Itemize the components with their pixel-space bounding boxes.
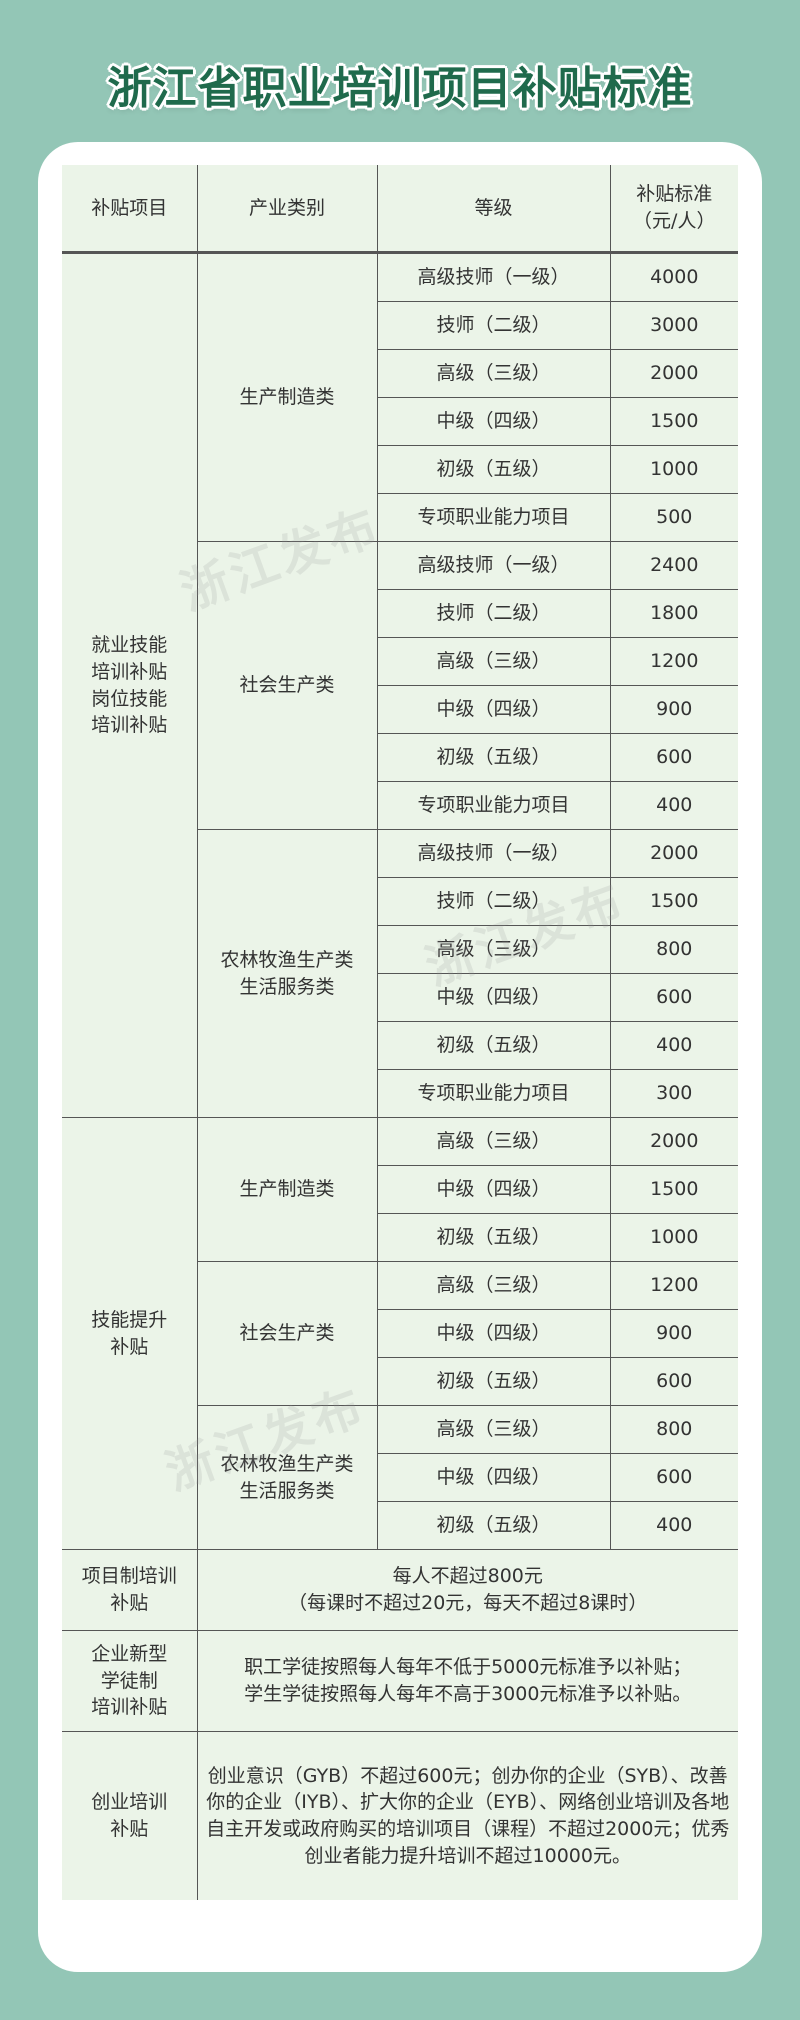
grade-cell: 中级（四级） — [376, 1453, 611, 1502]
category-cell: 社会生产类 — [196, 1261, 378, 1406]
grade-cell: 专项职业能力项目 — [376, 1069, 611, 1118]
table-row: 就业技能 培训补贴 岗位技能 培训补贴 生产制造类 高级技师（一级） 4000 — [62, 252, 738, 1118]
grade-cell: 高级（三级） — [376, 1261, 611, 1310]
grade-cell: 技师（二级） — [376, 589, 611, 638]
amount-cell: 2000 — [609, 1117, 738, 1166]
table-row: 高级（三级） 1200 — [62, 637, 738, 686]
table-row: 中级（四级） 600 — [62, 973, 738, 1022]
grade-cell: 专项职业能力项目 — [376, 493, 611, 542]
grade-cell: 高级（三级） — [376, 1405, 611, 1454]
amount-cell: 2400 — [609, 541, 738, 590]
table-row: 初级（五级） 600 — [62, 1357, 738, 1406]
amount-cell: 2000 — [609, 349, 738, 398]
table-row: 中级（四级） 1500 — [62, 1165, 738, 1214]
amount-cell: 600 — [609, 733, 738, 782]
category-cell: 社会生产类 — [196, 541, 378, 830]
category-cell: 农林牧渔生产类 生活服务类 — [196, 829, 378, 1118]
amount-cell: 800 — [609, 925, 738, 974]
page-title: 浙江省职业培训项目补贴标准 — [107, 63, 693, 114]
category-cell: 生产制造类 — [196, 1117, 378, 1262]
amount-cell: 3000 — [609, 301, 738, 350]
amount-cell: 900 — [609, 685, 738, 734]
amount-cell: 1200 — [609, 637, 738, 686]
grade-cell: 中级（四级） — [376, 397, 611, 446]
amount-cell: 1200 — [609, 1261, 738, 1310]
grade-cell: 初级（五级） — [376, 445, 611, 494]
grade-cell: 初级（五级） — [376, 1357, 611, 1406]
grade-cell: 高级（三级） — [376, 1117, 611, 1166]
table-row: 中级（四级） 1500 — [62, 397, 738, 446]
amount-cell: 1000 — [609, 1213, 738, 1262]
header-item: 补贴项目 — [62, 165, 198, 254]
amount-cell: 800 — [609, 1405, 738, 1454]
amount-cell: 1800 — [609, 589, 738, 638]
table-row: 项目制培训 补贴 每人不超过800元 （每课时不超过20元，每天不超过8课时） — [62, 1549, 738, 1631]
table-row: 初级（五级） 400 — [62, 1021, 738, 1070]
table-row: 专项职业能力项目 300 — [62, 1069, 738, 1118]
grade-cell: 初级（五级） — [376, 1213, 611, 1262]
subsidy-table: 补贴项目 产业类别 等级 补贴标准 （元/人） 就业技能 培训补贴 岗位技能 培… — [62, 165, 738, 1900]
grade-cell: 高级技师（一级） — [376, 252, 611, 302]
grade-cell: 中级（四级） — [376, 973, 611, 1022]
amount-cell: 1500 — [609, 877, 738, 926]
amount-cell: 1000 — [609, 445, 738, 494]
amount-cell: 4000 — [609, 252, 738, 302]
header-grade: 等级 — [376, 165, 611, 254]
table-row: 企业新型 学徒制 培训补贴 职工学徒按照每人每年不低于5000元标准予以补贴； 学… — [62, 1630, 738, 1732]
amount-cell: 600 — [609, 1357, 738, 1406]
table-row: 创业培训 补贴 创业意识（GYB）不超过600元；创办你的企业（SYB）、改善你的… — [62, 1731, 738, 1900]
grade-cell: 中级（四级） — [376, 685, 611, 734]
grade-cell: 高级（三级） — [376, 349, 611, 398]
table-row: 初级（五级） 1000 — [62, 1213, 738, 1262]
category-cell: 生产制造类 — [196, 252, 378, 542]
subsidy-item-cell: 创业培训 补贴 — [62, 1731, 198, 1900]
amount-cell: 500 — [609, 493, 738, 542]
grade-cell: 技师（二级） — [376, 877, 611, 926]
grade-cell: 初级（五级） — [376, 733, 611, 782]
subsidy-description-cell: 创业意识（GYB）不超过600元；创办你的企业（SYB）、改善你的企业（IYB）… — [196, 1731, 738, 1900]
subsidy-item-cell: 项目制培训 补贴 — [62, 1549, 198, 1631]
table-row: 中级（四级） 900 — [62, 1309, 738, 1358]
table-row: 初级（五级） 400 — [62, 1501, 738, 1550]
table-row: 高级（三级） 2000 — [62, 349, 738, 398]
table-header-row: 补贴项目 产业类别 等级 补贴标准 （元/人） — [62, 165, 738, 254]
amount-cell: 1500 — [609, 397, 738, 446]
grade-cell: 高级（三级） — [376, 925, 611, 974]
subsidy-item-cell: 企业新型 学徒制 培训补贴 — [62, 1630, 198, 1732]
amount-cell: 600 — [609, 1453, 738, 1502]
grade-cell: 技师（二级） — [376, 301, 611, 350]
table-row: 初级（五级） 600 — [62, 733, 738, 782]
grade-cell: 中级（四级） — [376, 1165, 611, 1214]
grade-cell: 高级技师（一级） — [376, 541, 611, 590]
category-cell: 农林牧渔生产类 生活服务类 — [196, 1405, 378, 1550]
table-row: 技能提升 补贴 生产制造类 高级（三级） 2000 — [62, 1117, 738, 1550]
amount-cell: 600 — [609, 973, 738, 1022]
grade-cell: 初级（五级） — [376, 1501, 611, 1550]
subsidy-item-cell: 就业技能 培训补贴 岗位技能 培训补贴 — [62, 252, 198, 1118]
amount-cell: 900 — [609, 1309, 738, 1358]
subsidy-description-cell: 职工学徒按照每人每年不低于5000元标准予以补贴； 学生学徒按照每人每年不高于3… — [196, 1630, 738, 1732]
amount-cell: 400 — [609, 1021, 738, 1070]
table-row: 专项职业能力项目 400 — [62, 781, 738, 830]
grade-cell: 中级（四级） — [376, 1309, 611, 1358]
subsidy-description-cell: 每人不超过800元 （每课时不超过20元，每天不超过8课时） — [196, 1549, 738, 1631]
table-row: 技师（二级） 1800 — [62, 589, 738, 638]
grade-cell: 高级（三级） — [376, 637, 611, 686]
table-row: 社会生产类 高级技师（一级） 2400 — [62, 541, 738, 830]
grade-cell: 专项职业能力项目 — [376, 781, 611, 830]
table-row: 技师（二级） 1500 — [62, 877, 738, 926]
amount-cell: 2000 — [609, 829, 738, 878]
header-category: 产业类别 — [196, 165, 378, 254]
table-row: 技师（二级） 3000 — [62, 301, 738, 350]
amount-cell: 1500 — [609, 1165, 738, 1214]
grade-cell: 初级（五级） — [376, 1021, 611, 1070]
subsidy-item-cell: 技能提升 补贴 — [62, 1117, 198, 1550]
header-standard: 补贴标准 （元/人） — [609, 165, 738, 254]
amount-cell: 400 — [609, 1501, 738, 1550]
table-row: 社会生产类 高级（三级） 1200 — [62, 1261, 738, 1406]
grade-cell: 高级技师（一级） — [376, 829, 611, 878]
amount-cell: 300 — [609, 1069, 738, 1118]
amount-cell: 400 — [609, 781, 738, 830]
